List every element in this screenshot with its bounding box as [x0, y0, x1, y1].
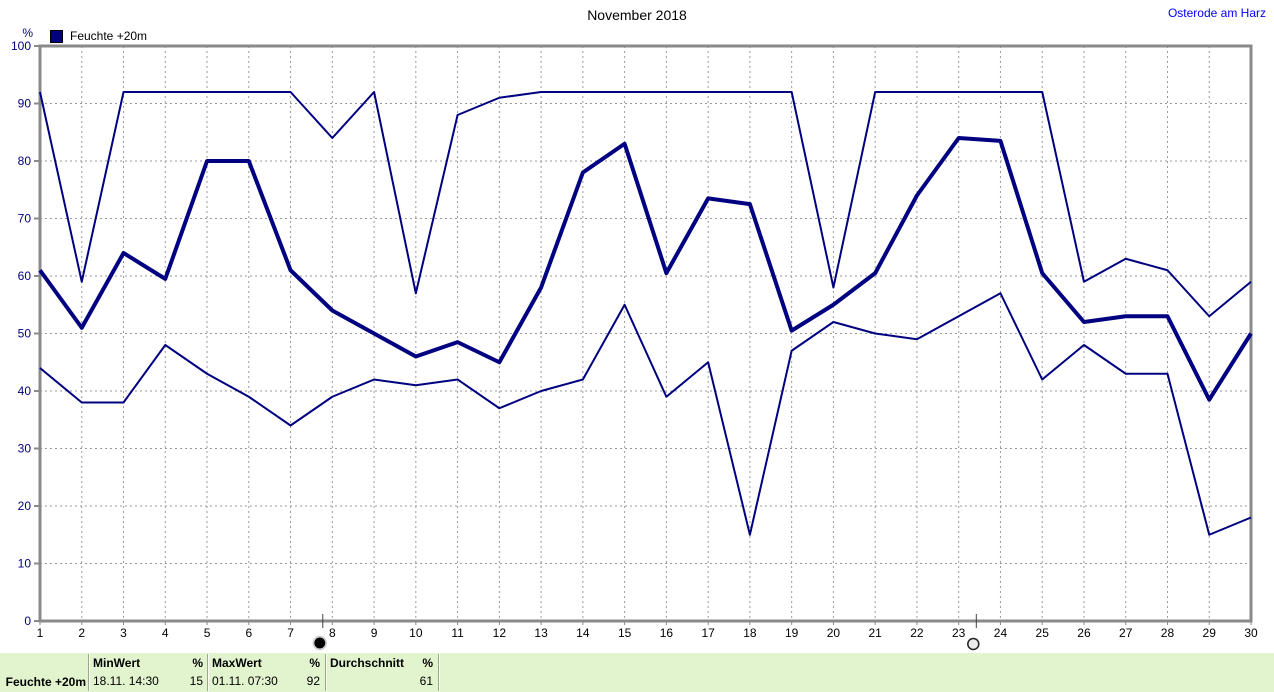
durchschnitt-header: Durchschnitt % — [330, 656, 433, 670]
x-axis-label: 21 — [868, 626, 882, 640]
x-axis-label: 1 — [37, 626, 44, 640]
x-axis-label: 22 — [910, 626, 924, 640]
legend-color-swatch-icon — [50, 29, 63, 43]
x-axis-label: 13 — [534, 626, 548, 640]
maxwert-value: 92 — [306, 674, 320, 688]
x-axis-label: 19 — [785, 626, 799, 640]
x-axis-label: 8 — [329, 626, 336, 640]
x-axis-label: 30 — [1244, 626, 1258, 640]
y-axis-label: 30 — [18, 442, 32, 456]
new-moon-marker-halo — [312, 635, 328, 651]
series-line-maxwert — [39, 91, 1252, 318]
x-axis-label: 27 — [1119, 626, 1133, 640]
new-moon-icon — [314, 637, 326, 649]
x-axis-label: 23 — [952, 626, 966, 640]
x-axis-label: 20 — [827, 626, 841, 640]
x-axis-label: 17 — [701, 626, 715, 640]
full-moon-icon — [967, 637, 980, 651]
minwert-header: MinWert % — [93, 656, 203, 670]
x-axis-label: 3 — [120, 626, 127, 640]
legend: Feuchte +20m — [50, 29, 147, 43]
column-separator — [88, 654, 90, 691]
x-axis-label: 11 — [451, 626, 464, 640]
legend-series-label: Feuchte +20m — [70, 29, 148, 43]
x-axis-label: 29 — [1203, 626, 1217, 640]
x-axis-label: 4 — [162, 626, 169, 640]
minwert-timestamp: 18.11. 14:30 — [93, 674, 159, 688]
x-axis-label: 2 — [78, 626, 85, 640]
x-axis-label: 15 — [618, 626, 632, 640]
x-axis-label: 6 — [245, 626, 252, 640]
x-axis-label: 28 — [1161, 626, 1175, 640]
y-axis-label: 50 — [18, 327, 32, 341]
chart-title: November 2018 — [587, 7, 687, 23]
durchschnitt-value: 61 — [419, 674, 433, 688]
minwert-values: 18.11. 14:30 15 — [93, 673, 203, 690]
x-axis-label: 14 — [576, 626, 590, 640]
maxwert-header: MaxWert % — [212, 656, 320, 670]
y-axis-label: 20 — [18, 499, 32, 513]
x-axis-label: 26 — [1077, 626, 1091, 640]
x-axis-label: 7 — [287, 626, 294, 640]
x-axis-label: 12 — [493, 626, 507, 640]
statistics-row-label: Feuchte +20m — [5, 675, 86, 689]
x-axis-label: 16 — [660, 626, 674, 640]
series-line-minwert — [39, 292, 1252, 536]
x-axis-label: 9 — [371, 626, 378, 640]
y-axis-label: 90 — [18, 97, 32, 111]
x-axis-label: 10 — [409, 626, 423, 640]
series-line-durchschnitt — [38, 136, 1253, 402]
x-axis-label: 18 — [743, 626, 757, 640]
x-axis-label: 5 — [204, 626, 211, 640]
station-name-link[interactable]: Osterode am Harz — [1167, 6, 1266, 20]
y-axis-label: 60 — [18, 269, 32, 283]
column-separator — [438, 654, 440, 691]
maxwert-timestamp: 01.11. 07:30 — [212, 674, 278, 688]
column-separator — [207, 654, 209, 691]
statistics-bar: Feuchte +20m MinWert % 18.11. 14:30 15 M… — [0, 653, 1274, 692]
y-axis-label: 100 — [11, 39, 31, 53]
minwert-value: 15 — [189, 674, 203, 688]
x-axis-label: 24 — [994, 626, 1008, 640]
durchschnitt-values: 61 — [330, 673, 433, 690]
y-axis-unit-label: % — [22, 26, 33, 40]
y-axis-label: 10 — [18, 557, 32, 571]
maxwert-values: 01.11. 07:30 92 — [212, 673, 320, 690]
column-separator — [325, 654, 327, 691]
y-axis-label: 80 — [18, 154, 32, 168]
y-axis-label: 0 — [24, 614, 31, 628]
y-axis-label: 40 — [18, 384, 32, 398]
y-axis-label: 70 — [18, 212, 32, 226]
x-axis-label: 25 — [1036, 626, 1050, 640]
